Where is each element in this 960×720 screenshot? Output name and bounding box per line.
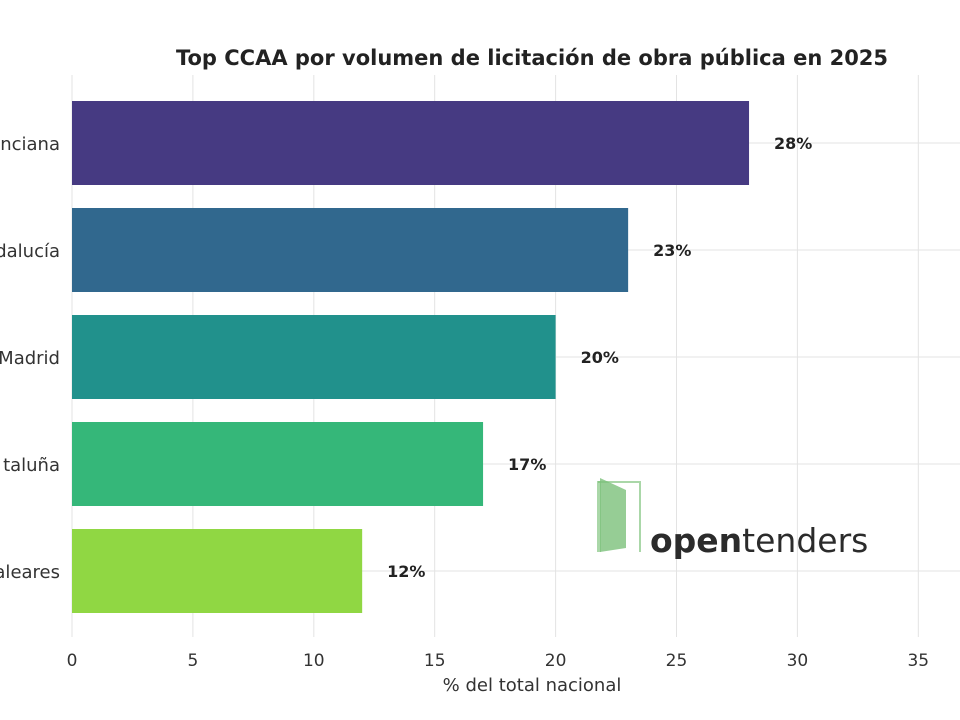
data-label-2: 20% xyxy=(581,348,619,367)
data-label-4: 12% xyxy=(387,562,425,581)
bar-3 xyxy=(72,422,484,506)
data-label-1: 23% xyxy=(653,241,691,260)
door-icon xyxy=(597,478,641,552)
x-tick-label-6: 30 xyxy=(787,651,809,671)
logo-text-tenders: tenders xyxy=(742,521,868,560)
category-label-4: aleares xyxy=(0,562,60,583)
x-tick-label-0: 0 xyxy=(67,651,78,671)
category-label-3: taluña xyxy=(3,455,60,476)
bar-4 xyxy=(72,529,363,613)
opentenders-logo: opentenders xyxy=(597,478,868,560)
x-tick-label-4: 20 xyxy=(545,651,567,671)
logo-text-open: open xyxy=(650,521,742,560)
data-labels: 28% 23% 20% 17% 12% xyxy=(387,134,812,581)
data-label-0: 28% xyxy=(774,134,812,153)
x-tick-label-2: 10 xyxy=(303,651,325,671)
category-labels: nciana dalucía Madrid taluña aleares xyxy=(0,134,60,583)
svg-text:opentenders: opentenders xyxy=(650,521,868,560)
category-label-1: dalucía xyxy=(0,241,60,262)
x-tick-label-7: 35 xyxy=(907,651,929,671)
category-label-0: nciana xyxy=(0,134,60,155)
bar-1 xyxy=(72,208,629,292)
x-tick-label-5: 25 xyxy=(666,651,688,671)
x-tick-label-1: 5 xyxy=(187,651,198,671)
bars xyxy=(72,101,750,613)
bar-0 xyxy=(72,101,750,185)
bar-2 xyxy=(72,315,556,399)
chart-title: Top CCAA por volumen de licitación de ob… xyxy=(176,46,888,70)
x-tick-label-3: 15 xyxy=(424,651,446,671)
x-tick-labels: 0 5 10 15 20 25 30 35 xyxy=(67,651,930,671)
data-label-3: 17% xyxy=(508,455,546,474)
x-axis-label: % del total nacional xyxy=(443,675,622,696)
category-label-2: Madrid xyxy=(0,348,60,369)
